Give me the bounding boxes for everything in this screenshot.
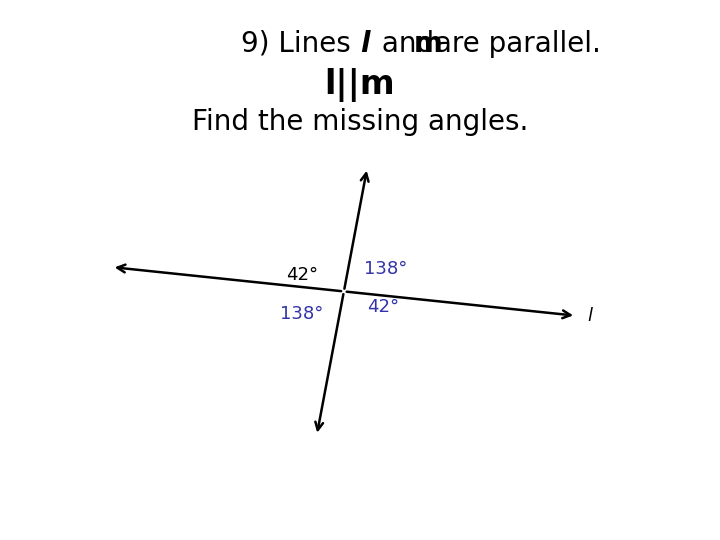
Text: 9) Lines: 9) Lines (241, 30, 360, 58)
Text: l: l (360, 30, 369, 58)
Text: 42°: 42° (286, 266, 318, 284)
Text: Find the missing angles.: Find the missing angles. (192, 108, 528, 136)
Text: m: m (413, 30, 442, 58)
Text: l: l (587, 307, 592, 325)
Text: and: and (373, 30, 443, 58)
Text: are parallel.: are parallel. (426, 30, 601, 58)
Text: 138°: 138° (280, 305, 324, 323)
Text: l||m: l||m (325, 68, 395, 102)
Text: 138°: 138° (364, 260, 408, 278)
Text: 42°: 42° (367, 298, 399, 316)
